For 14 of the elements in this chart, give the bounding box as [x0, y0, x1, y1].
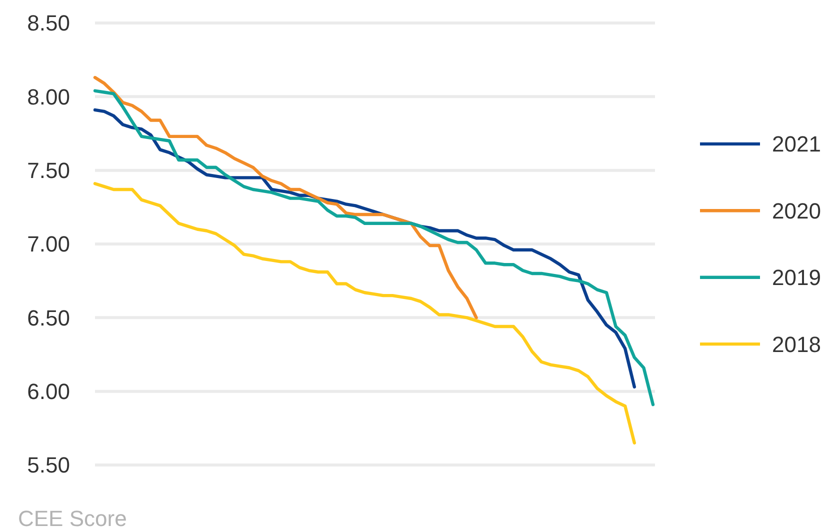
line-series	[93, 182, 636, 444]
y-tick-label: 5.50	[27, 452, 70, 478]
legend-label: 2019	[772, 265, 821, 290]
y-tick-label: 6.00	[27, 379, 70, 404]
y-tick-label: 7.50	[27, 158, 70, 184]
y-tick-label: 7.00	[27, 232, 70, 257]
legend-label: 2021	[772, 132, 821, 157]
legend-label: 2020	[772, 198, 821, 224]
y-tick-label: 8.00	[27, 84, 70, 110]
legend-label: 2018	[772, 332, 821, 357]
text: CEE Score	[18, 506, 127, 531]
y-tick-label: 8.50	[27, 10, 70, 36]
line-series	[93, 76, 478, 320]
y-tick-label: 6.50	[27, 305, 70, 330]
